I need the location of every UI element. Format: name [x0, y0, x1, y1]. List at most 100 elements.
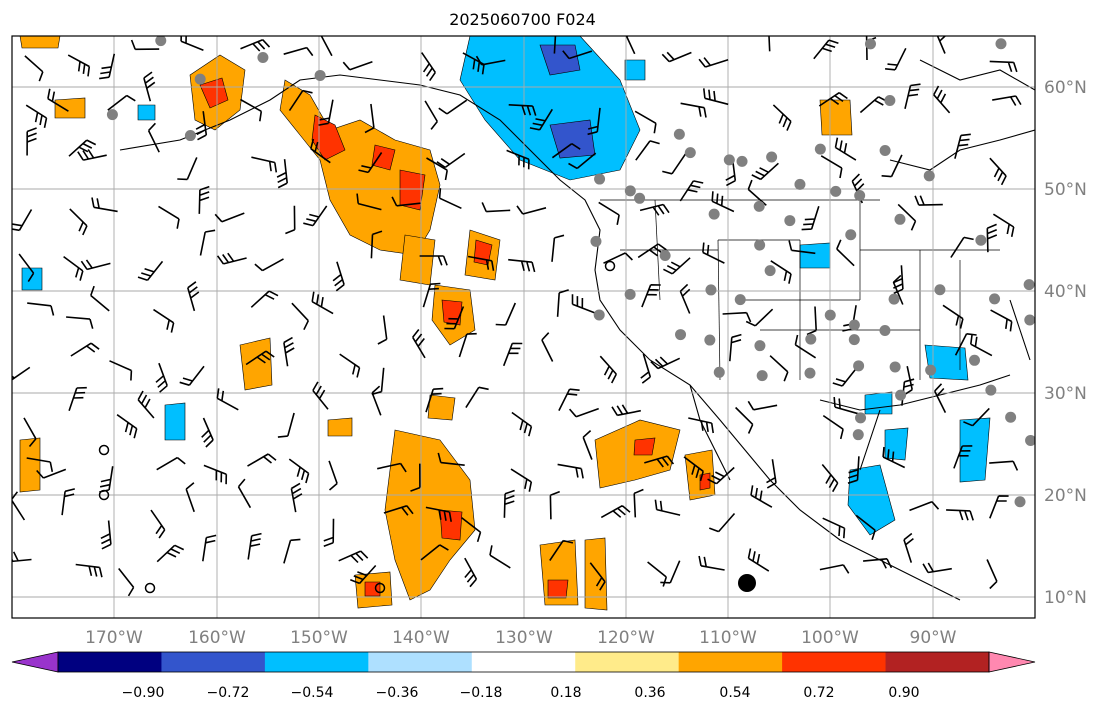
- wind-barb: [312, 381, 329, 410]
- lon-label: 110°W: [699, 628, 757, 648]
- large-station-marker: [738, 574, 756, 592]
- wind-barb: [420, 544, 449, 561]
- wind-barb: [989, 495, 1009, 519]
- positive-field-shading: [19, 36, 853, 611]
- wind-barb: [63, 255, 84, 281]
- wind-barb: [989, 60, 1018, 73]
- lat-label: 30°N: [1044, 384, 1087, 404]
- colorbar-swatch: [885, 652, 990, 672]
- calm-wind-marker: [144, 582, 156, 594]
- wind-barb: [437, 452, 465, 466]
- wind-barb: [660, 560, 681, 584]
- wind-barb: [438, 99, 468, 115]
- station-marker: [257, 52, 269, 64]
- wind-barb: [909, 500, 940, 512]
- lon-label: 100°W: [801, 628, 859, 648]
- wind-barb: [822, 414, 844, 440]
- wind-barb: [47, 88, 69, 112]
- wind-barb: [611, 404, 641, 417]
- wind-barb: [328, 460, 338, 491]
- colorbar-tick: −0.18: [460, 685, 503, 701]
- wind-barb: [425, 506, 452, 522]
- wind-barb: [903, 532, 914, 563]
- wind-barb: [24, 55, 44, 82]
- wind-barb: [116, 414, 138, 439]
- colorbar-tick: −0.36: [376, 685, 419, 701]
- colorbar-swatch: [264, 652, 369, 672]
- wind-barb: [698, 57, 729, 68]
- wind-barb: [801, 205, 820, 231]
- colorbar-tick: 0.72: [803, 685, 834, 701]
- station-marker: [879, 325, 891, 337]
- station-marker: [848, 334, 860, 346]
- wind-barb: [683, 456, 704, 482]
- station-marker: [675, 329, 687, 341]
- wind-barb: [100, 520, 112, 550]
- wind-barb: [508, 104, 537, 116]
- station-marker: [590, 235, 602, 247]
- station-marker: [925, 364, 937, 376]
- wind-barb: [589, 562, 606, 591]
- station-marker: [1014, 496, 1026, 508]
- wind-barb: [303, 205, 328, 227]
- station-marker: [934, 284, 946, 296]
- wind-barb: [370, 230, 383, 259]
- wind-barb: [639, 203, 670, 216]
- wind-barb: [198, 185, 210, 214]
- wind-barb: [202, 534, 217, 562]
- wind-barb: [794, 334, 817, 359]
- wind-barb: [634, 110, 657, 134]
- station-marker: [723, 154, 735, 166]
- wind-barb: [90, 285, 110, 312]
- wind-barb: [438, 188, 462, 210]
- wind-barb: [511, 411, 533, 437]
- wind-barb: [813, 39, 839, 60]
- wind-barb: [12, 491, 26, 521]
- wind-barb: [770, 260, 792, 284]
- wind-barb: [953, 445, 973, 469]
- wind-barb: [679, 283, 691, 314]
- wind-barb: [688, 417, 714, 434]
- longitude-labels: 170°W 160°W 150°W 140°W 130°W 120°W 110°…: [85, 628, 957, 648]
- wind-barb: [942, 304, 964, 329]
- wind-barb: [156, 544, 185, 563]
- station-marker: [923, 170, 935, 182]
- lon-label: 90°W: [910, 628, 957, 648]
- wind-barb: [288, 458, 310, 484]
- lon-label: 170°W: [85, 628, 143, 648]
- map-frame: [11, 35, 1036, 619]
- lat-label: 60°N: [1044, 78, 1087, 98]
- station-marker: [705, 284, 717, 296]
- wind-barb: [647, 561, 668, 587]
- station-marker: [855, 412, 867, 424]
- wind-barb: [680, 102, 707, 118]
- station-marker: [106, 109, 118, 121]
- wind-barb: [419, 255, 448, 266]
- calm-wind-marker: [374, 582, 386, 594]
- wind-barb: [311, 291, 334, 315]
- wind-barb: [729, 333, 742, 362]
- wind-barb: [36, 468, 67, 479]
- wind-barb: [185, 482, 195, 513]
- station-marker: [673, 128, 685, 140]
- colorbar-tick: 0.36: [634, 685, 665, 701]
- wind-barb: [26, 457, 54, 472]
- wind-barb: [892, 274, 904, 305]
- wind-barb: [12, 366, 31, 381]
- lon-label: 140°W: [392, 628, 450, 648]
- station-marker: [784, 215, 796, 227]
- wind-barb: [904, 83, 921, 109]
- wind-barb: [109, 360, 133, 381]
- colorbar-swatch: [471, 652, 576, 672]
- wind-barb: [503, 489, 515, 518]
- wind-barb: [881, 154, 903, 178]
- wind-barb: [254, 258, 284, 272]
- station-marker: [894, 213, 906, 225]
- station-marker: [594, 173, 606, 185]
- wind-barb: [833, 397, 859, 415]
- station-marker: [624, 185, 636, 197]
- station-marker: [194, 73, 206, 85]
- calm-wind-marker: [98, 444, 110, 456]
- wind-barb: [571, 294, 596, 314]
